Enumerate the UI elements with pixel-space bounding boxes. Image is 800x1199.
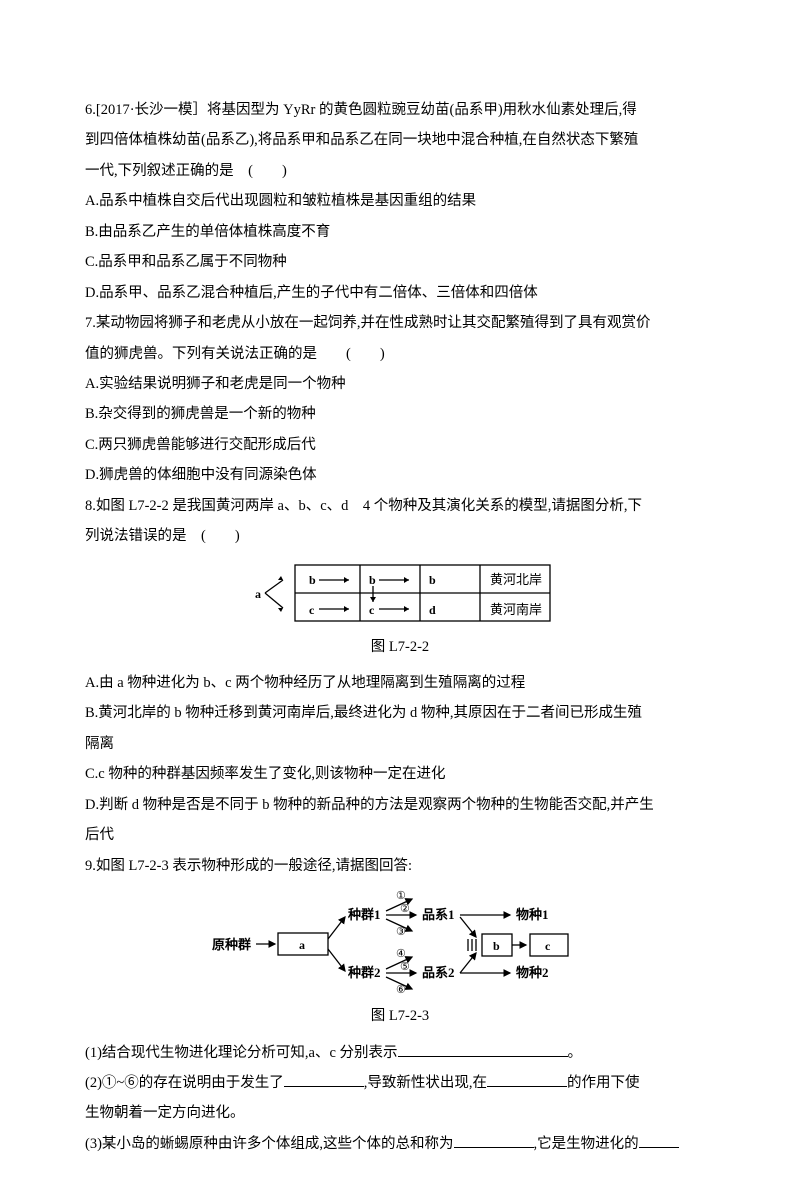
- svg-text:②: ②: [400, 903, 410, 915]
- q6-stem-line1: 6.[2017·长沙一模］将基因型为 YyRr 的黄色圆粒豌豆幼苗(品系甲)用秋…: [85, 95, 715, 125]
- q8-option-b-line2: 隔离: [85, 729, 715, 759]
- figure-l7-2-3-caption: 图 L7-2-3: [85, 1001, 715, 1031]
- svg-text:品系2: 品系2: [422, 965, 455, 980]
- q8-option-d-line1: D.判断 d 物种是否是不同于 b 物种的新品种的方法是观察两个物种的生物能否交…: [85, 790, 715, 820]
- svg-text:③: ③: [396, 926, 406, 938]
- q9-sub3-text-a: (3)某小岛的蜥蜴原种由许多个体组成,这些个体的总和称为: [85, 1136, 454, 1152]
- q7-option-a: A.实验结果说明狮子和老虎是同一个物种: [85, 369, 715, 399]
- svg-text:品系1: 品系1: [422, 907, 455, 922]
- speciation-diagram-icon: 原种群 a 种群1 种群2 ① ② ③ ④ ⑤ ⑥ 品系1: [210, 889, 590, 999]
- q9-sub2-line1: (2)①~⑥的存在说明由于发生了 ,导致新性状出现,在 的作用下使: [85, 1068, 715, 1098]
- svg-text:b: b: [309, 573, 316, 587]
- q6-option-c: C.品系甲和品系乙属于不同物种: [85, 247, 715, 277]
- figure-l7-2-2: a b b b 黄河北岸 c c d 黄河南岸: [85, 560, 715, 630]
- blank-input[interactable]: [284, 1071, 364, 1087]
- svg-text:c: c: [369, 603, 375, 617]
- svg-text:a: a: [299, 938, 305, 952]
- svg-text:c: c: [545, 939, 551, 953]
- q9-sub1-text-a: (1)结合现代生物进化理论分析可知,a、c 分别表示: [85, 1045, 398, 1061]
- q6-stem-line3: 一代,下列叙述正确的是 ( ): [85, 156, 715, 186]
- svg-text:⑥: ⑥: [396, 984, 406, 996]
- svg-text:黄河南岸: 黄河南岸: [490, 602, 542, 617]
- q8-option-c: C.c 物种的种群基因频率发生了变化,则该物种一定在进化: [85, 759, 715, 789]
- q6-option-d: D.品系甲、品系乙混合种植后,产生的子代中有二倍体、三倍体和四倍体: [85, 278, 715, 308]
- svg-text:物种2: 物种2: [516, 965, 549, 980]
- q9-sub2-line2: 生物朝着一定方向进化。: [85, 1098, 715, 1128]
- q6-option-b: B.由品系乙产生的单倍体植株高度不育: [85, 217, 715, 247]
- q8-option-d-line2: 后代: [85, 820, 715, 850]
- svg-text:b: b: [369, 573, 376, 587]
- figure-l7-2-2-caption: 图 L7-2-2: [85, 632, 715, 662]
- svg-text:物种1: 物种1: [516, 907, 549, 922]
- blank-input[interactable]: [454, 1132, 534, 1148]
- svg-text:黄河北岸: 黄河北岸: [490, 572, 542, 587]
- q9-sub1-text-b: 。: [568, 1045, 583, 1061]
- q7-option-b: B.杂交得到的狮虎兽是一个新的物种: [85, 399, 715, 429]
- q8-option-b-line1: B.黄河北岸的 b 物种迁移到黄河南岸后,最终进化为 d 物种,其原因在于二者间…: [85, 698, 715, 728]
- q6-option-a: A.品系中植株自交后代出现圆粒和皱粒植株是基因重组的结果: [85, 186, 715, 216]
- blank-input[interactable]: [639, 1132, 679, 1148]
- q6-stem-line2: 到四倍体植株幼苗(品系乙),将品系甲和品系乙在同一块地中混合种植,在自然状态下繁…: [85, 125, 715, 155]
- q9-sub3-text-b: ,它是生物进化的: [534, 1136, 639, 1152]
- svg-text:d: d: [429, 603, 436, 617]
- document-page: 6.[2017·长沙一模］将基因型为 YyRr 的黄色圆粒豌豆幼苗(品系甲)用秋…: [0, 0, 800, 1199]
- svg-text:b: b: [493, 939, 500, 953]
- svg-text:种群1: 种群1: [347, 907, 381, 922]
- node-a-label: a: [255, 587, 261, 601]
- q9-sub3: (3)某小岛的蜥蜴原种由许多个体组成,这些个体的总和称为 ,它是生物进化的: [85, 1129, 715, 1159]
- q9-stem: 9.如图 L7-2-3 表示物种形成的一般途径,请据图回答:: [85, 851, 715, 881]
- svg-text:⑤: ⑤: [400, 961, 410, 973]
- svg-text:种群2: 种群2: [347, 965, 381, 980]
- figure-l7-2-3: 原种群 a 种群1 种群2 ① ② ③ ④ ⑤ ⑥ 品系1: [85, 889, 715, 999]
- q7-stem-line2: 值的狮虎兽。下列有关说法正确的是 ( ): [85, 339, 715, 369]
- svg-text:原种群: 原种群: [212, 937, 251, 952]
- q8-stem-line2: 列说法错误的是 ( ): [85, 521, 715, 551]
- q7-option-d: D.狮虎兽的体细胞中没有同源染色体: [85, 460, 715, 490]
- q9-sub2-text-a: (2)①~⑥的存在说明由于发生了: [85, 1075, 284, 1091]
- q7-option-c: C.两只狮虎兽能够进行交配形成后代: [85, 430, 715, 460]
- q9-sub2-text-c: 的作用下使: [567, 1075, 640, 1091]
- blank-input[interactable]: [398, 1041, 568, 1057]
- q9-sub2-text-b: ,导致新性状出现,在: [364, 1075, 487, 1091]
- blank-input[interactable]: [487, 1071, 567, 1087]
- svg-text:①: ①: [396, 890, 406, 902]
- svg-text:c: c: [309, 603, 315, 617]
- svg-text:b: b: [429, 573, 436, 587]
- q7-stem-line1: 7.某动物园将狮子和老虎从小放在一起饲养,并在性成熟时让其交配繁殖得到了具有观赏…: [85, 308, 715, 338]
- q8-option-a: A.由 a 物种进化为 b、c 两个物种经历了从地理隔离到生殖隔离的过程: [85, 668, 715, 698]
- svg-text:④: ④: [396, 948, 406, 960]
- q9-sub1: (1)结合现代生物进化理论分析可知,a、c 分别表示 。: [85, 1038, 715, 1068]
- q8-stem-line1: 8.如图 L7-2-2 是我国黄河两岸 a、b、c、d 4 个物种及其演化关系的…: [85, 491, 715, 521]
- evolution-diagram-icon: a b b b 黄河北岸 c c d 黄河南岸: [245, 560, 555, 630]
